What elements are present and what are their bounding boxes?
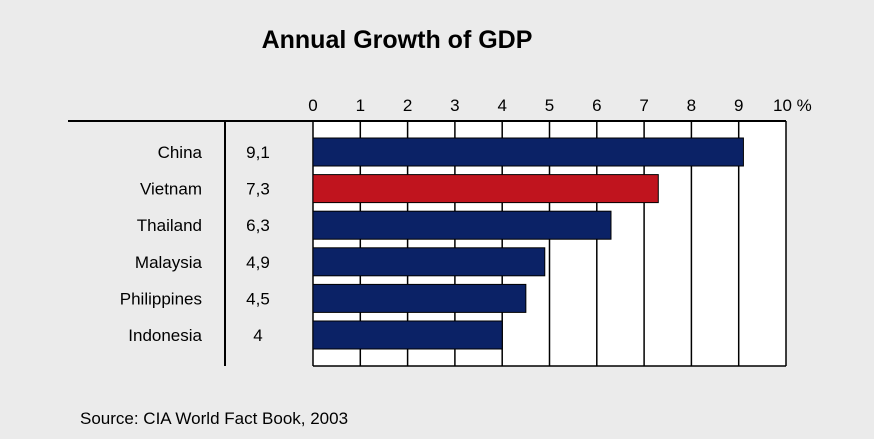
value-label: 9,1 bbox=[246, 143, 270, 162]
x-tick-label: 1 bbox=[356, 96, 365, 115]
category-label: Malaysia bbox=[135, 253, 203, 272]
value-label: 6,3 bbox=[246, 216, 270, 235]
x-tick-label: 3 bbox=[450, 96, 459, 115]
bar-thailand bbox=[312, 210, 612, 240]
bar-philippines bbox=[312, 283, 527, 313]
bar-vietnam bbox=[312, 174, 659, 204]
category-label: China bbox=[158, 143, 203, 162]
bar-indonesia bbox=[312, 320, 503, 350]
x-tick-label: 5 bbox=[545, 96, 554, 115]
value-label: 4 bbox=[253, 326, 262, 345]
plot-area: 0 1 2 3 4 5 6 7 8 9 10 % China 9,1 Vietnam 7,3 Thailand… bbox=[68, 96, 812, 367]
bar-malaysia bbox=[312, 247, 546, 277]
value-label: 4,9 bbox=[246, 253, 270, 272]
x-tick-label: 6 bbox=[592, 96, 601, 115]
x-tick-label: 9 bbox=[734, 96, 743, 115]
bar-china bbox=[312, 137, 744, 167]
source-note: Source: CIA World Fact Book, 2003 bbox=[80, 409, 348, 428]
x-tick-label: 0 bbox=[308, 96, 317, 115]
x-tick-label: 7 bbox=[639, 96, 648, 115]
value-label: 7,3 bbox=[246, 180, 270, 199]
value-label: 4,5 bbox=[246, 289, 270, 308]
category-label: Thailand bbox=[137, 216, 202, 235]
x-tick-label: 4 bbox=[497, 96, 506, 115]
category-label: Philippines bbox=[120, 289, 202, 308]
chart-title: Annual Growth of GDP bbox=[262, 26, 533, 54]
category-label: Vietnam bbox=[140, 180, 202, 199]
x-tick-label: 2 bbox=[403, 96, 412, 115]
x-tick-label: 10 % bbox=[773, 96, 812, 115]
category-label: Indonesia bbox=[128, 326, 202, 345]
x-tick-label: 8 bbox=[687, 96, 696, 115]
